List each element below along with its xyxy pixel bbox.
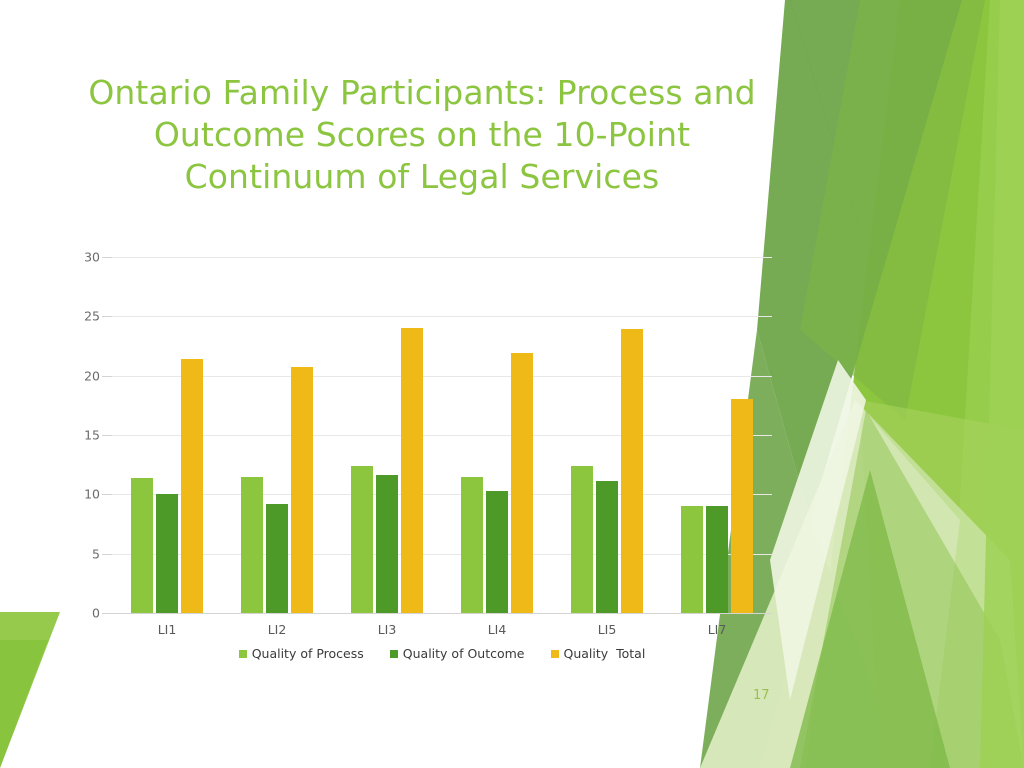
y-axis-tick-mark [102,613,112,614]
y-axis-tick-label: 30 [84,249,100,265]
y-axis-tick-label: 20 [84,368,100,384]
chart-plot-area: 0 5 10 15 20 25 30 LI1 LI2 LI3 LI4 LI5 LI7 [84,250,772,637]
bar-li7-process [681,506,703,613]
y-axis-tick-mark [102,375,112,377]
x-axis-tick-label: LI5 [597,622,617,637]
page-number: 17 [753,688,770,703]
bar-group: LI4 [442,257,552,637]
x-axis-tick-label: LI4 [487,622,507,637]
chart-legend: Quality of Process Quality of Outcome Qual… [112,646,772,661]
y-axis-tick-mark [102,316,112,318]
bar-li3-total [401,328,423,613]
legend-swatch-icon [550,649,559,658]
legend-label: Quality of Outcome [402,646,525,661]
legend-swatch-icon [389,649,398,658]
gridline [112,494,772,496]
gridline [112,316,772,318]
deco-right-palegreen-4 [800,410,1024,768]
bar-group: LI2 [222,257,332,637]
deco-right-edge-light [980,0,1024,768]
bar-group: LI3 [332,257,442,637]
gridline [112,613,772,614]
legend-swatch-icon [238,649,247,658]
y-axis-tick-label: 5 [92,546,100,562]
legend-label: Quality Total [563,646,646,661]
bar-chart: 0 5 10 15 20 25 30 LI1 LI2 LI3 LI4 LI5 LI7 Quality o… [60,240,780,670]
bar-li5-process [571,465,593,613]
deco-right-midgreen-1 [790,470,950,768]
bar-li1-total [181,359,203,613]
x-axis-tick-label: LI2 [267,622,287,637]
y-axis-tick-label: 25 [84,308,100,324]
deco-right-lightgreen-2 [944,0,1024,768]
y-axis-tick-mark [102,435,112,436]
bar-li2-process [241,476,263,613]
gridline [112,435,772,436]
bar-li7-outcome [706,506,728,613]
bar-li3-process [351,465,373,613]
bar-li4-total [511,353,533,613]
x-axis-tick-label: LI1 [157,622,177,637]
deco-right-white-sliver [770,360,866,700]
legend-item: Quality Total [550,646,646,661]
deco-right-palegreen-1 [760,400,1024,768]
bar-li4-process [461,476,483,613]
y-axis-tick-label: 10 [84,486,100,502]
gridline [112,257,772,258]
deco-right-lightgreen-1 [806,0,1024,768]
deco-left-wedge-2 [0,640,48,768]
bar-li7-total [731,399,753,613]
x-axis-tick-label: LI3 [377,622,397,637]
bar-li5-outcome [596,481,618,613]
deco-right-darkgreen-2 [800,0,985,420]
bar-li4-outcome [486,490,508,613]
y-axis-tick-label: 0 [92,605,100,621]
y-axis-tick-mark [102,553,112,555]
legend-item: Quality of Process [238,646,364,661]
deco-right-darkgreen-1 [757,0,962,520]
y-axis-tick-label: 15 [84,427,100,443]
y-axis-tick-mark [102,494,112,496]
deco-right-palegreen-3 [860,405,1024,768]
bar-li2-total [291,367,313,613]
bar-li5-total [621,329,643,613]
deco-left-wedge [0,612,60,768]
y-axis-tick-mark [102,257,112,258]
bar-group: LI1 [112,257,222,637]
bar-group: LI5 [552,257,662,637]
gridline [112,553,772,555]
legend-label: Quality of Process [251,646,364,661]
bar-li3-outcome [376,475,398,613]
x-axis-tick-label: LI7 [707,622,727,637]
bar-group: LI7 [662,257,772,637]
page-title: Ontario Family Participants: Process and… [88,73,756,196]
gridline [112,375,772,377]
legend-item: Quality of Outcome [389,646,525,661]
deco-hairline-1 [789,0,1024,768]
bar-li1-process [131,477,153,613]
bar-li2-outcome [266,503,288,613]
bar-li1-outcome [156,494,178,613]
